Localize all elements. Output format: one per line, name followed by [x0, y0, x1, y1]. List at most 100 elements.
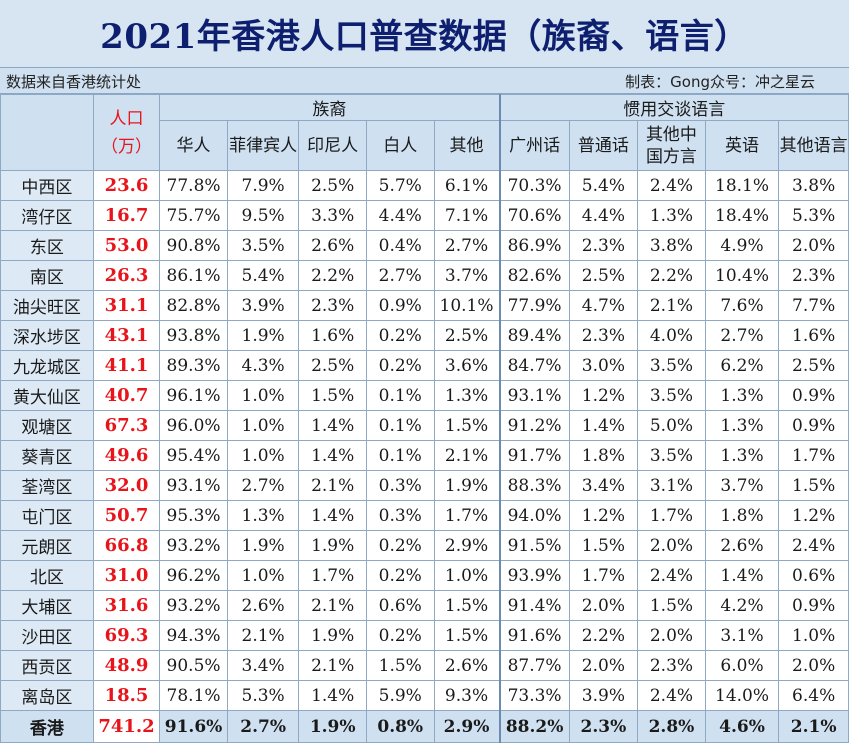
district-name: 东区: [0, 230, 94, 261]
language-value: 1.2%: [568, 500, 639, 531]
title-bar: 2021年香港人口普查数据（族裔、语言）: [0, 0, 849, 68]
language-value: 6.2%: [704, 350, 780, 381]
ethnicity-value: 1.0%: [226, 560, 300, 591]
language-value: 86.9%: [499, 230, 570, 261]
language-value: 1.8%: [568, 440, 639, 471]
language-value: 91.2%: [499, 410, 570, 441]
language-col-header: 广州话: [499, 120, 570, 171]
table-row: 深水埗区 43.1 93.8% 1.9% 1.6% 0.2% 2.5% 89.4% 2.3% 4.…: [0, 320, 849, 351]
district-name: 离岛区: [0, 680, 94, 711]
language-value: 5.3%: [778, 200, 849, 231]
table-row: 葵青区 49.6 95.4% 1.0% 1.4% 0.1% 2.1% 91.7% 1.8% 3.5…: [0, 440, 849, 471]
ethnicity-value: 1.4%: [298, 440, 367, 471]
ethnicity-value: 7.9%: [226, 170, 300, 201]
language-value: 5.0%: [637, 410, 706, 441]
language-value: 2.0%: [568, 650, 639, 681]
ethnicity-value: 90.5%: [159, 650, 228, 681]
ethnicity-value: 5.7%: [365, 170, 435, 201]
population-value: 31.1: [92, 290, 161, 321]
district-name: 九龙城区: [0, 350, 94, 381]
language-group-header: 惯用交谈语言: [499, 94, 849, 121]
language-value: 2.6%: [704, 530, 780, 561]
language-value: 4.6%: [704, 710, 780, 743]
language-value: 1.4%: [568, 410, 639, 441]
ethnicity-value: 3.5%: [226, 230, 300, 261]
table-row: 油尖旺区 31.1 82.8% 3.9% 2.3% 0.9% 10.1% 77.9% 4.7% 2…: [0, 290, 849, 321]
language-col-header: 普通话: [568, 120, 639, 171]
language-value: 3.8%: [637, 230, 706, 261]
ethnicity-value: 89.3%: [159, 350, 228, 381]
language-value: 2.1%: [778, 710, 849, 743]
ethnicity-value: 1.3%: [433, 380, 501, 411]
language-value: 77.9%: [499, 290, 570, 321]
ethnicity-value: 3.4%: [226, 650, 300, 681]
ethnicity-value: 96.2%: [159, 560, 228, 591]
population-value: 66.8: [92, 530, 161, 561]
population-value: 23.6: [92, 170, 161, 201]
language-value: 94.0%: [499, 500, 570, 531]
language-value: 1.5%: [778, 470, 849, 501]
language-value: 91.7%: [499, 440, 570, 471]
language-value: 1.8%: [704, 500, 780, 531]
ethnicity-value: 0.2%: [365, 320, 435, 351]
language-value: 2.3%: [568, 230, 639, 261]
table-row: 大埔区 31.6 93.2% 2.6% 2.1% 0.6% 1.5% 91.4% 2.0% 1.5…: [0, 590, 849, 621]
ethnicity-value: 2.2%: [298, 260, 367, 291]
population-value: 53.0: [92, 230, 161, 261]
ethnicity-value: 93.8%: [159, 320, 228, 351]
district-name: 荃湾区: [0, 470, 94, 501]
table-row: 荃湾区 32.0 93.1% 2.7% 2.1% 0.3% 1.9% 88.3% 3.4% 3.1…: [0, 470, 849, 501]
ethnicity-value: 2.1%: [298, 590, 367, 621]
language-value: 1.7%: [568, 560, 639, 591]
ethnicity-value: 1.9%: [298, 710, 367, 743]
language-value: 2.5%: [568, 260, 639, 291]
population-value: 67.3: [92, 410, 161, 441]
language-value: 82.6%: [499, 260, 570, 291]
ethnicity-value: 2.9%: [433, 710, 501, 743]
language-value: 2.0%: [778, 230, 849, 261]
language-value: 4.2%: [704, 590, 780, 621]
ethnicity-value: 1.3%: [226, 500, 300, 531]
ethnicity-value: 2.7%: [365, 260, 435, 291]
column-header-row: 华人 菲律宾人 印尼人 白人 其他 广州话 普通话 其他中国方言 英语 其他语言: [1, 120, 849, 171]
ethnicity-value: 3.6%: [433, 350, 501, 381]
ethnicity-value: 2.1%: [226, 620, 300, 651]
language-value: 3.1%: [704, 620, 780, 651]
language-value: 3.9%: [568, 680, 639, 711]
ethnicity-value: 1.5%: [433, 620, 501, 651]
ethnicity-value: 2.1%: [298, 470, 367, 501]
ethnicity-value: 0.2%: [365, 620, 435, 651]
ethnicity-value: 1.5%: [365, 650, 435, 681]
district-name: 南区: [0, 260, 94, 291]
language-value: 91.6%: [499, 620, 570, 651]
table-row: 沙田区 69.3 94.3% 2.1% 1.9% 0.2% 1.5% 91.6% 2.2% 2.0…: [0, 620, 849, 651]
ethnicity-value: 96.0%: [159, 410, 228, 441]
language-value: 1.5%: [568, 530, 639, 561]
ethnicity-value: 3.7%: [433, 260, 501, 291]
ethnicity-value: 0.9%: [365, 290, 435, 321]
table-row: 离岛区 18.5 78.1% 5.3% 1.4% 5.9% 9.3% 73.3% 3.9% 2.4…: [0, 680, 849, 711]
ethnicity-value: 0.1%: [365, 380, 435, 411]
ethnicity-value: 3.9%: [226, 290, 300, 321]
language-value: 2.4%: [637, 560, 706, 591]
language-value: 88.3%: [499, 470, 570, 501]
language-value: 2.0%: [637, 620, 706, 651]
language-value: 4.4%: [568, 200, 639, 231]
ethnicity-value: 0.2%: [365, 350, 435, 381]
ethnicity-value: 2.6%: [433, 650, 501, 681]
language-value: 4.7%: [568, 290, 639, 321]
ethnicity-value: 2.1%: [433, 440, 501, 471]
language-value: 14.0%: [704, 680, 780, 711]
language-value: 4.0%: [637, 320, 706, 351]
language-value: 0.6%: [778, 560, 849, 591]
language-value: 2.3%: [568, 710, 639, 743]
ethnicity-col-header: 菲律宾人: [226, 120, 300, 171]
language-value: 2.8%: [637, 710, 706, 743]
language-value: 4.9%: [704, 230, 780, 261]
language-value: 3.4%: [568, 470, 639, 501]
ethnicity-value: 1.9%: [433, 470, 501, 501]
ethnicity-value: 1.0%: [226, 440, 300, 471]
language-value: 2.2%: [637, 260, 706, 291]
language-value: 18.1%: [704, 170, 780, 201]
